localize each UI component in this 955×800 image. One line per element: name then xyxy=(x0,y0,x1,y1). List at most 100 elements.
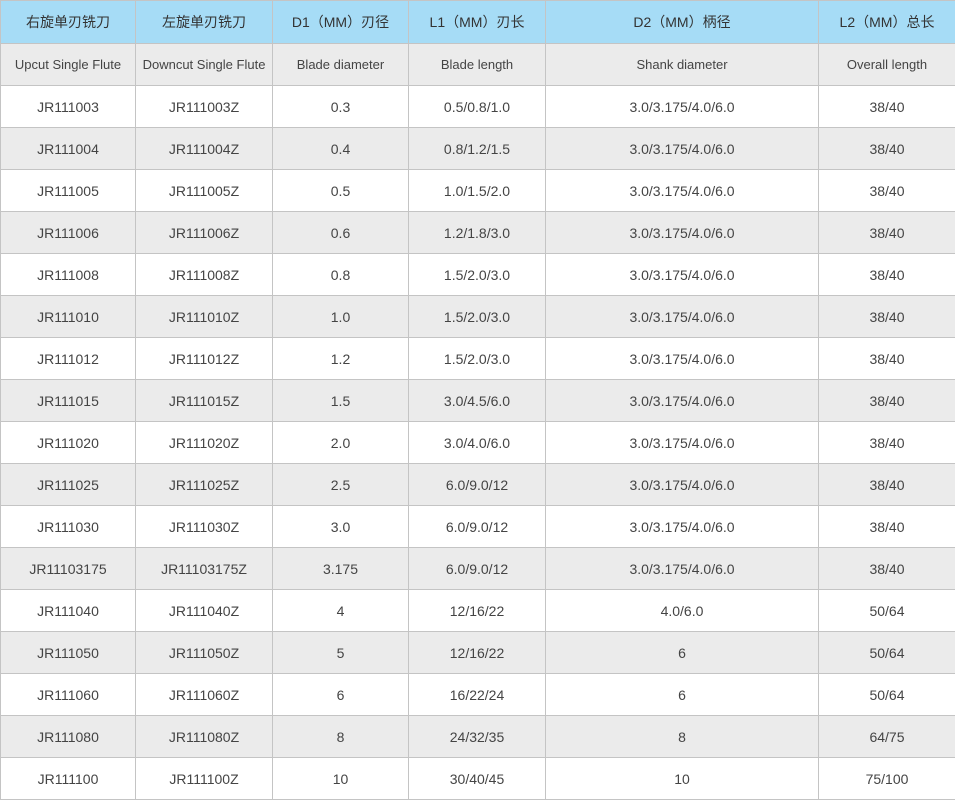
data-cell: 3.0/3.175/4.0/6.0 xyxy=(545,463,819,506)
data-cell: JR111060 xyxy=(0,673,136,716)
data-cell: JR111025 xyxy=(0,463,136,506)
data-row: JR111006 JR111006Z 0.6 1.2/1.8/3.0 3.0/3.175… xyxy=(0,211,955,254)
data-row: JR111040 JR111040Z 4 12/16/22 4.0/6.0 50/64 xyxy=(0,589,955,632)
data-cell: 50/64 xyxy=(818,631,955,674)
data-cell: JR111005Z xyxy=(135,169,273,212)
data-cell: 1.5/2.0/3.0 xyxy=(408,253,546,296)
data-cell: 3.0/3.175/4.0/6.0 xyxy=(545,379,819,422)
data-cell: JR111080Z xyxy=(135,715,273,758)
data-cell: 38/40 xyxy=(818,421,955,464)
data-cell: 50/64 xyxy=(818,673,955,716)
data-cell: 3.0/4.0/6.0 xyxy=(408,421,546,464)
data-cell: 4 xyxy=(272,589,409,632)
data-cell: JR111003 xyxy=(0,85,136,128)
header-row: 右旋单刃铣刀 左旋单刃铣刀 D1（MM）刃径 L1（MM）刃长 D2（MM）柄径 L2（M… xyxy=(0,0,955,44)
data-cell: 0.5/0.8/1.0 xyxy=(408,85,546,128)
data-cell: 38/40 xyxy=(818,127,955,170)
data-cell: 3.0/3.175/4.0/6.0 xyxy=(545,421,819,464)
header-cell: L1（MM）刃长 xyxy=(408,0,546,44)
data-cell: JR11103175Z xyxy=(135,547,273,590)
data-cell: 2.0 xyxy=(272,421,409,464)
data-row: JR111020 JR111020Z 2.0 3.0/4.0/6.0 3.0/3.175… xyxy=(0,421,955,464)
data-cell: JR111050Z xyxy=(135,631,273,674)
data-cell: 6 xyxy=(545,631,819,674)
data-row: JR111060 JR111060Z 6 16/22/24 6 50/64 xyxy=(0,673,955,716)
data-cell: 2.5 xyxy=(272,463,409,506)
data-cell: 10 xyxy=(545,757,819,800)
data-cell: 3.0/3.175/4.0/6.0 xyxy=(545,85,819,128)
data-cell: 38/40 xyxy=(818,295,955,338)
data-cell: JR111020Z xyxy=(135,421,273,464)
data-cell: JR111020 xyxy=(0,421,136,464)
data-cell: 1.5/2.0/3.0 xyxy=(408,337,546,380)
subheader-cell: Blade length xyxy=(408,43,546,86)
data-cell: 38/40 xyxy=(818,547,955,590)
data-cell: 6 xyxy=(545,673,819,716)
data-cell: JR111030 xyxy=(0,505,136,548)
data-cell: 38/40 xyxy=(818,463,955,506)
data-cell: 1.2 xyxy=(272,337,409,380)
data-row: JR111003 JR111003Z 0.3 0.5/0.8/1.0 3.0/3.175… xyxy=(0,85,955,128)
data-cell: 6 xyxy=(272,673,409,716)
data-cell: JR111004Z xyxy=(135,127,273,170)
data-cell: 38/40 xyxy=(818,337,955,380)
header-cell: D2（MM）柄径 xyxy=(545,0,819,44)
data-cell: JR111003Z xyxy=(135,85,273,128)
data-cell: 1.2/1.8/3.0 xyxy=(408,211,546,254)
header-cell: 右旋单刃铣刀 xyxy=(0,0,136,44)
data-row: JR111005 JR111005Z 0.5 1.0/1.5/2.0 3.0/3.175… xyxy=(0,169,955,212)
data-cell: 12/16/22 xyxy=(408,589,546,632)
data-cell: JR111010 xyxy=(0,295,136,338)
subheader-cell: Overall length xyxy=(818,43,955,86)
data-cell: 1.0/1.5/2.0 xyxy=(408,169,546,212)
subheader-cell: Blade diameter xyxy=(272,43,409,86)
data-cell: 0.8/1.2/1.5 xyxy=(408,127,546,170)
subheader-row: Upcut Single Flute Downcut Single Flute Bl… xyxy=(0,43,955,86)
data-cell: 64/75 xyxy=(818,715,955,758)
subheader-cell: Upcut Single Flute xyxy=(0,43,136,86)
data-cell: JR111050 xyxy=(0,631,136,674)
data-row: JR111050 JR111050Z 5 12/16/22 6 50/64 xyxy=(0,631,955,674)
data-cell: 30/40/45 xyxy=(408,757,546,800)
data-cell: 1.5 xyxy=(272,379,409,422)
data-cell: 38/40 xyxy=(818,253,955,296)
data-cell: 38/40 xyxy=(818,85,955,128)
data-cell: 4.0/6.0 xyxy=(545,589,819,632)
data-cell: JR111040Z xyxy=(135,589,273,632)
data-cell: 0.3 xyxy=(272,85,409,128)
data-row: JR111030 JR111030Z 3.0 6.0/9.0/12 3.0/3.175/… xyxy=(0,505,955,548)
data-cell: 3.0/3.175/4.0/6.0 xyxy=(545,211,819,254)
data-cell: JR111006 xyxy=(0,211,136,254)
data-cell: 24/32/35 xyxy=(408,715,546,758)
data-cell: JR111004 xyxy=(0,127,136,170)
data-cell: JR11103175 xyxy=(0,547,136,590)
header-cell: L2（MM）总长 xyxy=(818,0,955,44)
data-cell: 12/16/22 xyxy=(408,631,546,674)
subheader-cell: Shank diameter xyxy=(545,43,819,86)
data-cell: 38/40 xyxy=(818,211,955,254)
data-cell: JR111008Z xyxy=(135,253,273,296)
data-cell: 6.0/9.0/12 xyxy=(408,547,546,590)
header-cell: 左旋单刃铣刀 xyxy=(135,0,273,44)
data-cell: JR111025Z xyxy=(135,463,273,506)
data-row: JR111008 JR111008Z 0.8 1.5/2.0/3.0 3.0/3.175… xyxy=(0,253,955,296)
data-row: JR111100 JR111100Z 10 30/40/45 10 75/100 xyxy=(0,757,955,800)
data-cell: 38/40 xyxy=(818,505,955,548)
subheader-cell: Downcut Single Flute xyxy=(135,43,273,86)
data-cell: JR111080 xyxy=(0,715,136,758)
data-row: JR111004 JR111004Z 0.4 0.8/1.2/1.5 3.0/3.175… xyxy=(0,127,955,170)
data-row: JR111015 JR111015Z 1.5 3.0/4.5/6.0 3.0/3.175… xyxy=(0,379,955,422)
data-cell: JR111060Z xyxy=(135,673,273,716)
data-cell: 3.0/3.175/4.0/6.0 xyxy=(545,169,819,212)
data-cell: 3.0/3.175/4.0/6.0 xyxy=(545,547,819,590)
data-row: JR111012 JR111012Z 1.2 1.5/2.0/3.0 3.0/3.175… xyxy=(0,337,955,380)
data-cell: 75/100 xyxy=(818,757,955,800)
data-cell: 0.8 xyxy=(272,253,409,296)
data-cell: JR111012Z xyxy=(135,337,273,380)
data-cell: 50/64 xyxy=(818,589,955,632)
data-cell: 3.175 xyxy=(272,547,409,590)
data-cell: JR111015Z xyxy=(135,379,273,422)
data-cell: 1.0 xyxy=(272,295,409,338)
